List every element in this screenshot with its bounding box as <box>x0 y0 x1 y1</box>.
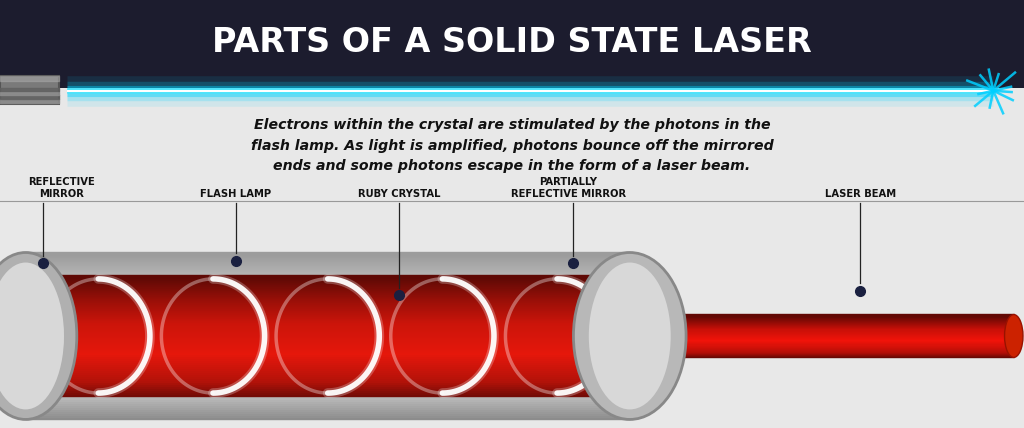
Ellipse shape <box>1005 315 1023 357</box>
Ellipse shape <box>0 262 63 410</box>
FancyBboxPatch shape <box>0 76 59 104</box>
Ellipse shape <box>0 253 77 419</box>
Ellipse shape <box>573 253 686 419</box>
Text: RUBY CRYSTAL: RUBY CRYSTAL <box>358 189 440 199</box>
Text: FLASH LAMP: FLASH LAMP <box>200 189 271 199</box>
Text: Electrons within the crystal are stimulated by the photons in the
flash lamp. As: Electrons within the crystal are stimula… <box>251 119 773 172</box>
Ellipse shape <box>589 262 671 410</box>
Bar <box>0 0 1024 88</box>
Text: PARTIALLY
REFLECTIVE MIRROR: PARTIALLY REFLECTIVE MIRROR <box>511 178 626 199</box>
Text: LASER BEAM: LASER BEAM <box>824 189 896 199</box>
Text: REFLECTIVE
MIRROR: REFLECTIVE MIRROR <box>28 178 95 199</box>
Text: PARTS OF A SOLID STATE LASER: PARTS OF A SOLID STATE LASER <box>212 26 812 59</box>
